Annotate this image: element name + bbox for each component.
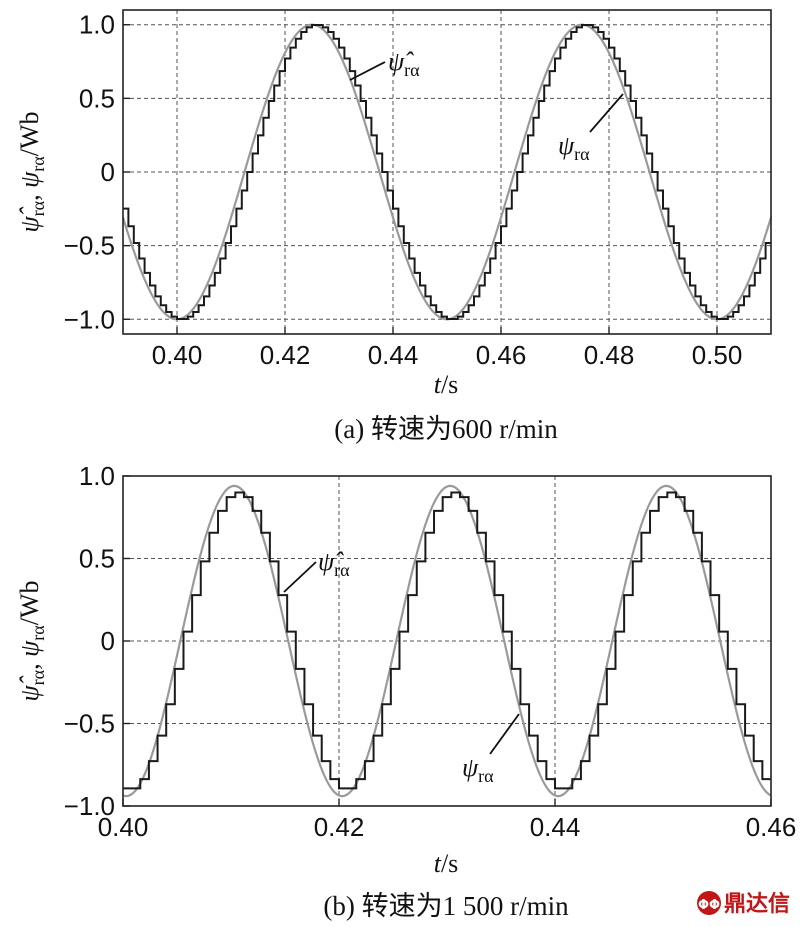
x-tick-label: 0.46 [746,812,797,842]
panel-b-grid [123,476,771,806]
y-tick-label: −0.5 [64,231,115,261]
y-tick-label: −1.0 [64,791,115,821]
panel-b-series-estimated [123,491,771,790]
panel-b-series-actual [122,484,772,798]
panel-b-series [122,484,772,798]
y-tick-label: 0 [101,157,115,187]
x-tick-label: 0.44 [530,812,581,842]
y-tick-label: 0 [101,626,115,656]
y-tick-label: 1.0 [79,461,115,491]
panel-a-leader-actual [589,93,624,133]
panel-a-annotation-estimated: ψ̂rα [388,47,420,80]
panel-b-y-axis-label: ψ̂rα, ψrα/Wb [15,581,48,702]
panel-b-caption: (b) 转速为1 500 r/min [323,891,569,921]
x-tick-label: 0.48 [584,340,635,370]
panel-a: 0.40 0.42 0.44 0.46 0.48 0.501.00.50−0.5−1.0 … [15,9,773,444]
y-tick-label: 0.5 [79,544,115,574]
panel-b: 0.40 0.42 0.44 0.46 1.0 0.5 0 −0.5 −1.0 ψ̂rα, ψr… [15,461,796,921]
x-tick-label: 0.40 [152,340,203,370]
panel-a-grid [123,10,771,334]
x-tick-label: 0.42 [260,340,311,370]
panel-b-annotation-actual: ψrα [462,753,494,786]
panel-b-x-axis-label: t/s [434,849,459,878]
panel-b-annotation-estimated: ψ̂rα [318,547,350,580]
y-tick-label: 1.0 [79,10,115,40]
svg-text:ψ̂rα, ψrα/Wb: ψ̂rα, ψrα/Wb [15,581,48,702]
watermark: ΦΦ 鼎达信 [697,891,790,917]
panel-b-ticks: 0.40 0.42 0.44 0.46 1.0 0.5 0 −0.5 −1.0 [64,461,797,842]
y-tick-label: −0.5 [64,709,115,739]
x-tick-label: 0.46 [476,340,527,370]
panel-a-series-estimated [123,24,771,320]
panel-b-leader-actual [489,713,520,755]
x-tick-label: 0.50 [692,340,743,370]
panel-a-x-axis-label: t/s [434,370,459,399]
panel-a-ticks: 0.40 0.42 0.44 0.46 0.48 0.501.00.50−0.5−1.0 [64,10,743,370]
svg-text:ψ̂rα, ψrα/Wb: ψ̂rα, ψrα/Wb [15,112,48,233]
panel-a-series [121,23,773,321]
y-tick-label: −1.0 [64,304,115,334]
y-tick-label: 0.5 [79,83,115,113]
panel-a-caption: (a) 转速为600 r/min [334,414,558,444]
panel-a-annotation-actual: ψrα [558,131,590,164]
watermark-text: 鼎达信 [724,891,790,917]
x-tick-label: 0.40 [98,812,149,842]
x-tick-label: 0.42 [314,812,365,842]
panel-b-leader-estimated [283,561,317,593]
panel-a-y-axis-label: ψ̂rα, ψrα/Wb [15,112,48,233]
watermark-logo-icon [697,891,721,915]
svg-text:ΦΦ: ΦΦ [698,898,720,913]
panel-a-leader-estimated [349,61,386,81]
x-tick-label: 0.44 [368,340,419,370]
